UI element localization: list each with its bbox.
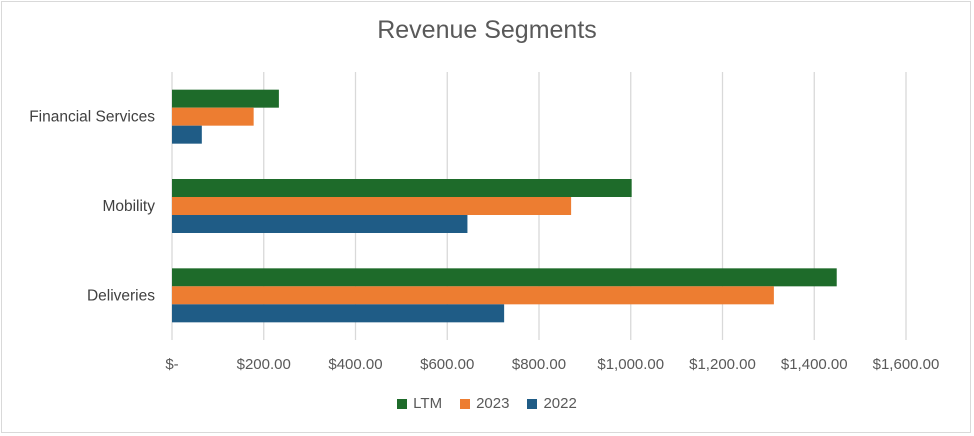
x-tick-label: $1,400.00 <box>781 356 848 373</box>
bar-ltm-deliveries <box>172 268 837 287</box>
legend-swatch-ltm <box>397 398 408 409</box>
legend-label-ltm: LTM <box>413 395 443 412</box>
legend-swatch-2023 <box>460 398 471 409</box>
chart-title: Revenue Segments <box>377 16 597 44</box>
x-tick-label: $- <box>165 356 178 373</box>
category-label: Financial Services <box>29 109 155 126</box>
legend-item-2022: 2022 <box>527 395 577 412</box>
category-label: Deliveries <box>87 287 155 304</box>
legend-label-2023: 2023 <box>476 395 510 412</box>
x-tick-label: $200.00 <box>237 356 291 373</box>
x-tick-label: $1,600.00 <box>873 356 940 373</box>
bar-ltm-financial-services <box>172 89 279 108</box>
x-tick-label: $600.00 <box>420 356 474 373</box>
x-tick-label: $400.00 <box>328 356 382 373</box>
bar-ltm-mobility <box>172 179 632 197</box>
x-tick-label: $1,000.00 <box>597 356 664 373</box>
legend-item-2023: 2023 <box>460 395 509 412</box>
chart-legend: LTM 2023 2022 <box>0 395 974 412</box>
category-label: Mobility <box>102 198 155 215</box>
x-tick-label: $800.00 <box>512 356 566 373</box>
bar-2023-mobility <box>172 197 572 215</box>
bar-2023-deliveries <box>172 286 774 305</box>
bar-2022-financial-services <box>172 125 202 144</box>
bar-2022-mobility <box>172 215 468 233</box>
x-tick-label: $1,200.00 <box>689 356 756 373</box>
bar-2022-deliveries <box>172 304 505 323</box>
bar-2023-financial-services <box>172 107 254 126</box>
legend-swatch-2022 <box>527 398 538 409</box>
legend-item-ltm: LTM <box>397 395 442 412</box>
legend-label-2022: 2022 <box>543 395 577 412</box>
